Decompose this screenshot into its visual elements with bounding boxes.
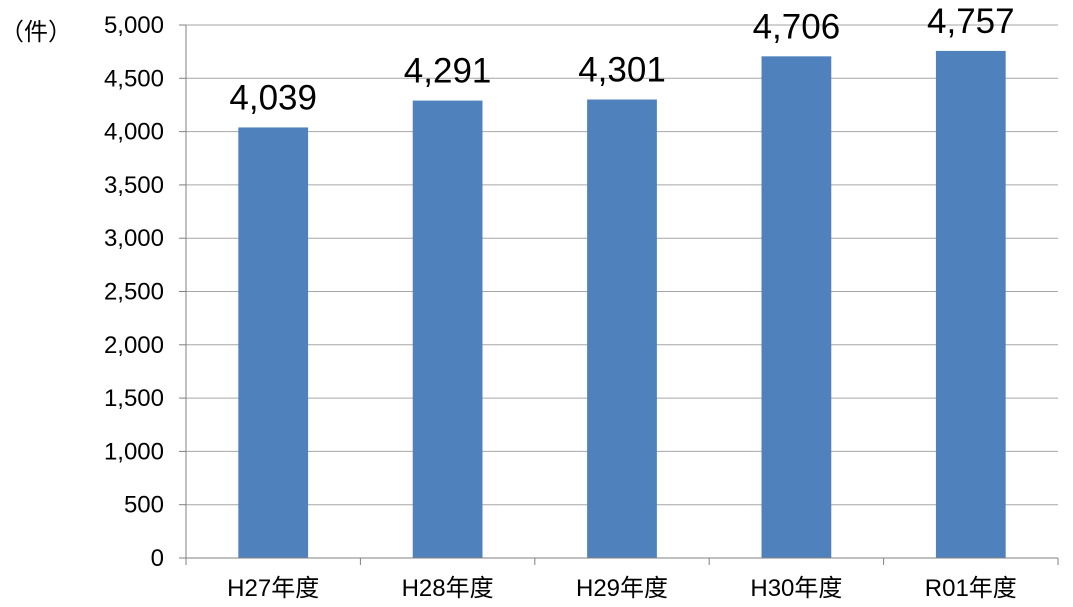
- x-category-label: H27年度: [227, 575, 319, 602]
- bar-5: [935, 50, 1006, 558]
- x-category-label: H28年度: [402, 575, 494, 602]
- x-category-label: R01年度: [925, 575, 1017, 602]
- data-label: 4,757: [927, 2, 1015, 41]
- x-category-label: H29年度: [576, 575, 668, 602]
- labels: 0 500 1,000 1,500 2,000 2,500 3,000 3,500 4,000 4…: [104, 2, 1017, 602]
- y-tick-label: 3,000: [104, 225, 164, 252]
- bars: [238, 50, 1006, 559]
- y-tick-label: 2,500: [104, 279, 164, 306]
- bar-3: [587, 99, 657, 558]
- data-label: 4,706: [753, 7, 841, 46]
- bar-4: [761, 56, 832, 559]
- y-tick-label: 500: [124, 492, 164, 519]
- data-label: 4,291: [404, 52, 492, 91]
- x-category-label: H30年度: [750, 575, 842, 602]
- y-tick-label: 1,000: [104, 438, 164, 465]
- y-tick-label: 1,500: [104, 385, 164, 412]
- y-tick-label: 5,000: [104, 12, 164, 39]
- y-tick-label: 0: [151, 545, 164, 572]
- bar-2: [412, 100, 483, 558]
- y-tick-label: 3,500: [104, 172, 164, 199]
- data-label: 4,039: [229, 78, 317, 117]
- axes: [179, 24, 1059, 565]
- data-label: 4,301: [578, 51, 666, 90]
- y-tick-label: 4,500: [104, 65, 164, 92]
- y-unit-label: （件）: [0, 19, 72, 46]
- bar-1: [238, 127, 309, 558]
- y-tick-label: 2,000: [104, 332, 164, 359]
- y-tick-label: 4,000: [104, 119, 164, 146]
